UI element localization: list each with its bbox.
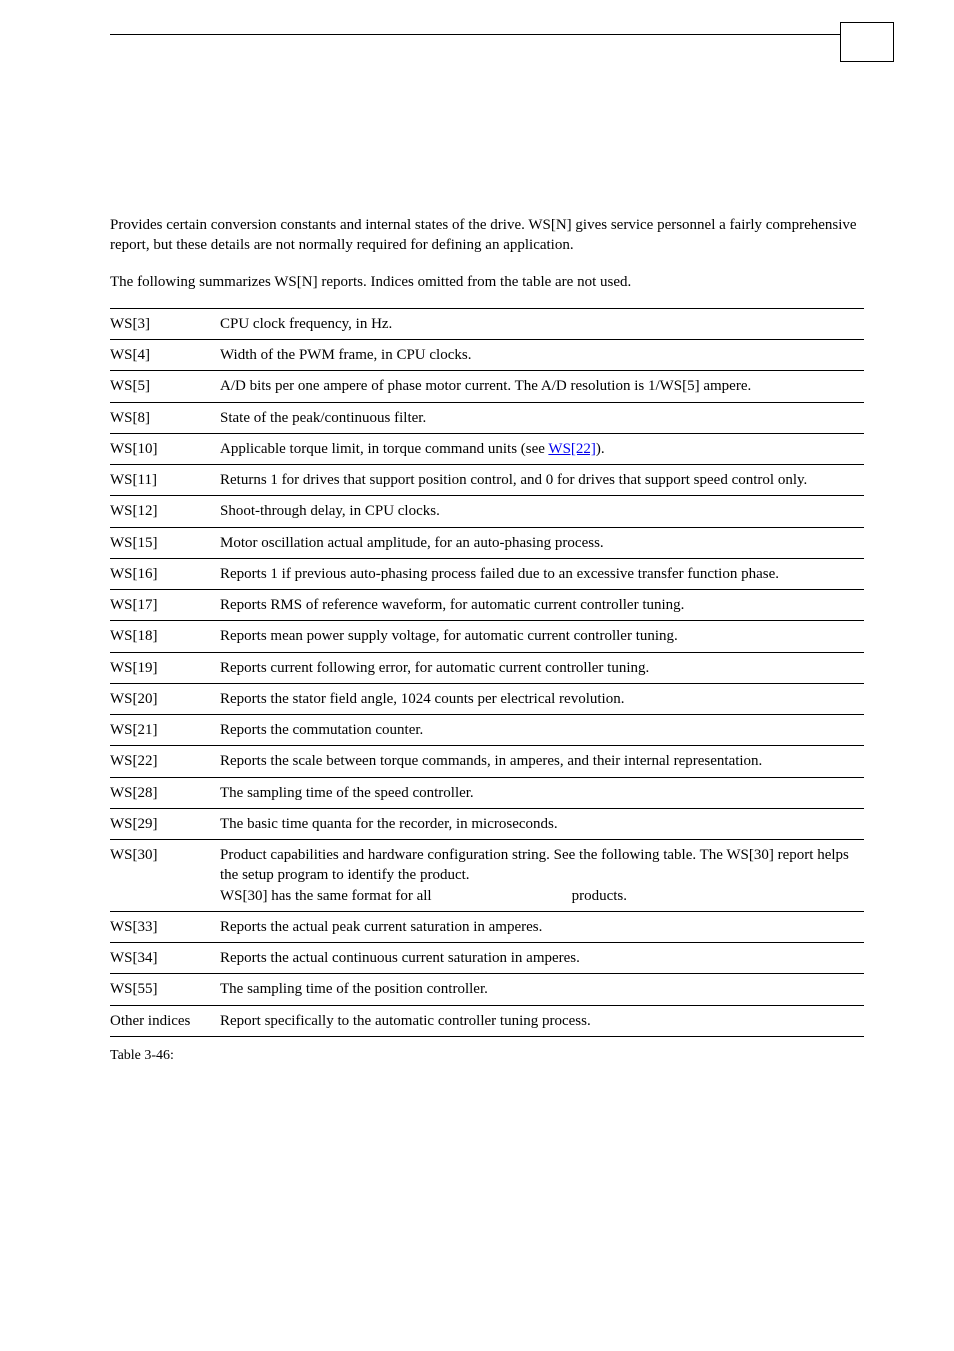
ws-description: Reports the stator field angle, 1024 cou… xyxy=(220,683,864,714)
ws-description: The sampling time of the position contro… xyxy=(220,974,864,1005)
table-row: WS[30]Product capabilities and hardware … xyxy=(110,840,864,912)
intro-paragraph-1: Provides certain conversion constants an… xyxy=(110,215,864,256)
table-row: WS[21]Reports the commutation counter. xyxy=(110,715,864,746)
desc-line: WS[30] has the same format for allproduc… xyxy=(220,886,858,906)
table-row: WS[17]Reports RMS of reference waveform,… xyxy=(110,590,864,621)
ws-description: Width of the PWM frame, in CPU clocks. xyxy=(220,340,864,371)
table-row: WS[18]Reports mean power supply voltage,… xyxy=(110,621,864,652)
intro-paragraph-2: The following summarizes WS[N] reports. … xyxy=(110,272,864,292)
ws22-link[interactable]: WS[22] xyxy=(548,441,596,457)
header-page-box xyxy=(840,22,894,62)
ws-description: Reports the commutation counter. xyxy=(220,715,864,746)
ws-index: WS[21] xyxy=(110,715,220,746)
ws-description: The basic time quanta for the recorder, … xyxy=(220,808,864,839)
ws-index: WS[30] xyxy=(110,840,220,912)
desc-pre: Applicable torque limit, in torque comma… xyxy=(220,441,548,457)
table-row: WS[33]Reports the actual peak current sa… xyxy=(110,911,864,942)
ws-reports-table: WS[3]CPU clock frequency, in Hz.WS[4]Wid… xyxy=(110,308,864,1037)
ws-index: WS[15] xyxy=(110,527,220,558)
ws-description: CPU clock frequency, in Hz. xyxy=(220,308,864,339)
table-row: WS[20]Reports the stator field angle, 10… xyxy=(110,683,864,714)
ws-description: Reports the actual peak current saturati… xyxy=(220,911,864,942)
ws-description: Applicable torque limit, in torque comma… xyxy=(220,433,864,464)
table-row: WS[15]Motor oscillation actual amplitude… xyxy=(110,527,864,558)
ws-index: WS[20] xyxy=(110,683,220,714)
ws-index: WS[12] xyxy=(110,496,220,527)
ws-index: WS[10] xyxy=(110,433,220,464)
ws-description: Reports RMS of reference waveform, for a… xyxy=(220,590,864,621)
intro-block: Provides certain conversion constants an… xyxy=(110,215,864,292)
ws-description: Motor oscillation actual amplitude, for … xyxy=(220,527,864,558)
table-row: Other indicesReport specifically to the … xyxy=(110,1005,864,1036)
ws-description: Reports the scale between torque command… xyxy=(220,746,864,777)
ws-index: WS[8] xyxy=(110,402,220,433)
table-row: WS[10]Applicable torque limit, in torque… xyxy=(110,433,864,464)
ws-index: WS[5] xyxy=(110,371,220,402)
table-row: WS[4]Width of the PWM frame, in CPU cloc… xyxy=(110,340,864,371)
table-row: WS[34]Reports the actual continuous curr… xyxy=(110,943,864,974)
ws-description: Report specifically to the automatic con… xyxy=(220,1005,864,1036)
ws-index: WS[18] xyxy=(110,621,220,652)
ws-description: A/D bits per one ampere of phase motor c… xyxy=(220,371,864,402)
table-row: WS[29]The basic time quanta for the reco… xyxy=(110,808,864,839)
ws-description: The sampling time of the speed controlle… xyxy=(220,777,864,808)
ws-description: Reports mean power supply voltage, for a… xyxy=(220,621,864,652)
table-row: WS[16]Reports 1 if previous auto-phasing… xyxy=(110,558,864,589)
ws-index: WS[19] xyxy=(110,652,220,683)
table-row: WS[19]Reports current following error, f… xyxy=(110,652,864,683)
ws-description: Reports current following error, for aut… xyxy=(220,652,864,683)
desc-post: ). xyxy=(596,441,605,457)
ws-index: WS[34] xyxy=(110,943,220,974)
ws-index: WS[3] xyxy=(110,308,220,339)
ws-index: Other indices xyxy=(110,1005,220,1036)
table-row: WS[5]A/D bits per one ampere of phase mo… xyxy=(110,371,864,402)
ws-index: WS[16] xyxy=(110,558,220,589)
table-row: WS[8]State of the peak/continuous filter… xyxy=(110,402,864,433)
ws-index: WS[4] xyxy=(110,340,220,371)
ws-description: Shoot-through delay, in CPU clocks. xyxy=(220,496,864,527)
ws-description: Product capabilities and hardware config… xyxy=(220,840,864,912)
header-rule xyxy=(110,34,864,35)
desc-line: Product capabilities and hardware config… xyxy=(220,845,858,886)
ws-description: Reports the actual continuous current sa… xyxy=(220,943,864,974)
ws-index: WS[29] xyxy=(110,808,220,839)
ws-index: WS[28] xyxy=(110,777,220,808)
ws-index: WS[55] xyxy=(110,974,220,1005)
ws-index: WS[17] xyxy=(110,590,220,621)
ws-index: WS[33] xyxy=(110,911,220,942)
table-row: WS[28]The sampling time of the speed con… xyxy=(110,777,864,808)
ws-index: WS[11] xyxy=(110,465,220,496)
ws-description: Returns 1 for drives that support positi… xyxy=(220,465,864,496)
table-row: WS[3]CPU clock frequency, in Hz. xyxy=(110,308,864,339)
ws-description: State of the peak/continuous filter. xyxy=(220,402,864,433)
table-row: WS[55]The sampling time of the position … xyxy=(110,974,864,1005)
table-row: WS[12]Shoot-through delay, in CPU clocks… xyxy=(110,496,864,527)
table-row: WS[22]Reports the scale between torque c… xyxy=(110,746,864,777)
ws-index: WS[22] xyxy=(110,746,220,777)
ws-description: Reports 1 if previous auto-phasing proce… xyxy=(220,558,864,589)
table-row: WS[11]Returns 1 for drives that support … xyxy=(110,465,864,496)
table-caption: Table 3-46: xyxy=(110,1047,864,1066)
